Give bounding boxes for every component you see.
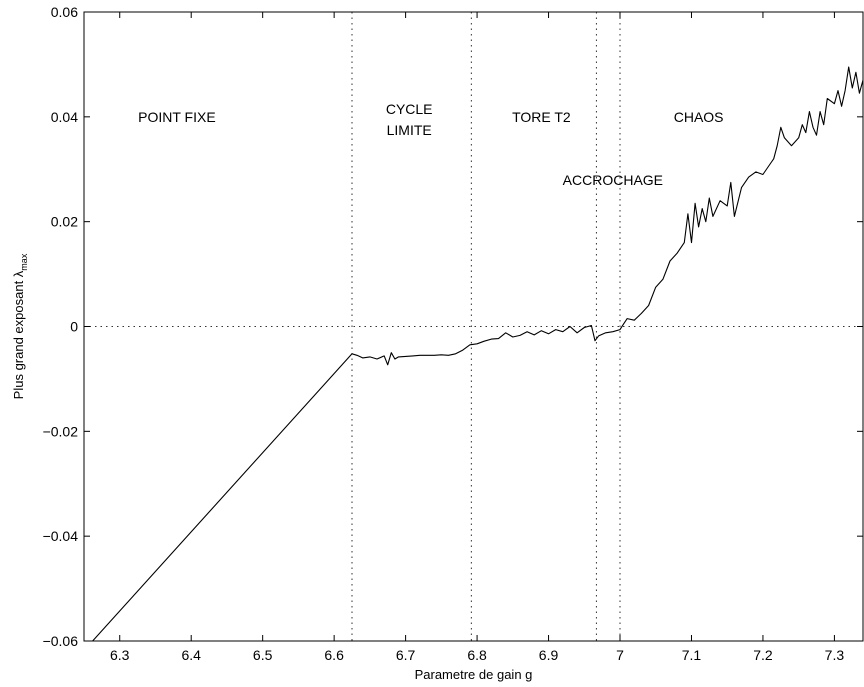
x-axis-title: Parametre de gain g	[415, 667, 533, 682]
series-line	[92, 66, 864, 642]
regime-annotations: POINT FIXE CYCLE LIMITE TORE T2 ACCROCHAGE CH…	[138, 101, 723, 188]
y-tick-label: −0.02	[43, 423, 79, 439]
y-axis-title-main: Plus grand exposant λ	[11, 270, 26, 399]
region-label: LIMITE	[387, 122, 432, 138]
x-tick-label: 6.3	[110, 647, 130, 663]
y-axis-title: Plus grand exposant λmax	[11, 253, 29, 399]
x-tick-label: 6.8	[467, 647, 487, 663]
y-axis-ticks: −0.06 −0.04 −0.02 0 0.02 0.04 0.06	[43, 4, 863, 649]
region-label: ACCROCHAGE	[563, 172, 663, 188]
y-tick-label: 0.06	[51, 4, 78, 20]
x-axis-ticks: 6.3 6.4 6.5 6.6 6.7 6.8 6.9 7 7.1 7.2 7.3	[110, 12, 844, 663]
x-tick-label: 6.6	[324, 647, 344, 663]
series-group	[92, 66, 864, 642]
x-tick-label: 6.7	[396, 647, 416, 663]
y-axis-title-subscript: max	[19, 253, 29, 271]
y-tick-label: 0.02	[51, 214, 78, 230]
x-tick-label: 7.3	[825, 647, 845, 663]
y-tick-label: 0	[70, 319, 78, 335]
x-tick-label: 6.4	[181, 647, 201, 663]
y-tick-label: −0.06	[43, 633, 79, 649]
region-label: POINT FIXE	[138, 109, 216, 125]
x-tick-label: 7.2	[753, 647, 773, 663]
x-tick-label: 6.5	[253, 647, 273, 663]
y-tick-label: −0.04	[43, 528, 79, 544]
x-tick-label: 7.1	[682, 647, 702, 663]
y-tick-label: 0.04	[51, 109, 78, 125]
x-tick-label: 6.9	[539, 647, 559, 663]
x-tick-label: 7	[616, 647, 624, 663]
region-label: TORE T2	[512, 109, 571, 125]
region-label: CHAOS	[674, 109, 724, 125]
region-label: CYCLE	[386, 101, 433, 117]
